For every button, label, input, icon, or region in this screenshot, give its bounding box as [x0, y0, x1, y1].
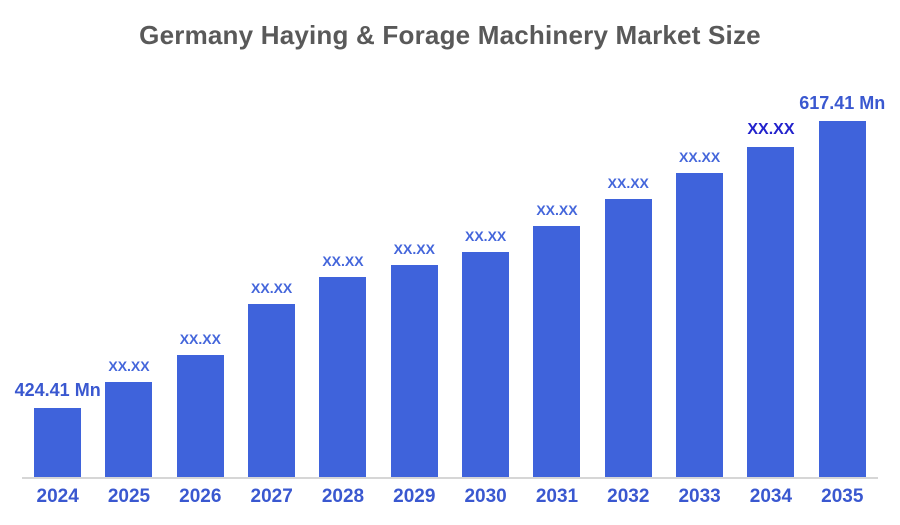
- bar-2030: [462, 252, 510, 477]
- x-label-2029: 2029: [393, 486, 436, 507]
- bar-2028: [319, 277, 367, 477]
- value-label-2030: XX.XX: [465, 227, 507, 244]
- bar-column-2035: 617.41 Mn: [799, 93, 885, 477]
- value-label-2034: XX.XX: [747, 121, 795, 139]
- bar-column-2024: 424.41 Mn: [15, 380, 101, 477]
- bar-2027: [248, 304, 296, 477]
- value-label-2026: XX.XX: [179, 330, 221, 347]
- x-axis-labels: 2024 2025 2026 2027 2028 2029 2030 2031 2032 2033…: [22, 486, 878, 508]
- plot-area: 424.41 Mn XX.XX XX.XX XX.XX XX.XX XX.XX XX.XX X…: [15, 85, 885, 479]
- value-label-2029: XX.XX: [393, 240, 435, 257]
- bar-column-2027: XX.XX: [236, 279, 307, 477]
- x-label-2033: 2033: [678, 486, 721, 507]
- bar-column-2029: XX.XX: [379, 240, 450, 477]
- bar-2026: [176, 355, 224, 477]
- value-label-2027: XX.XX: [251, 279, 293, 296]
- bar-column-2033: XX.XX: [664, 148, 735, 477]
- bar-column-2025: XX.XX: [93, 357, 164, 477]
- bar-column-2031: XX.XX: [521, 201, 592, 477]
- chart-title: Germany Haying & Forage Machinery Market…: [139, 20, 761, 50]
- x-label-2028: 2028: [321, 486, 365, 507]
- value-label-2032: XX.XX: [607, 174, 649, 191]
- bar-column-2026: XX.XX: [165, 330, 236, 477]
- x-label-2030: 2030: [464, 486, 507, 507]
- value-label-2033: XX.XX: [678, 148, 721, 165]
- value-label-2028: XX.XX: [322, 252, 364, 269]
- bar-2031: [533, 226, 581, 477]
- x-label-2025: 2025: [107, 486, 151, 507]
- x-label-2027: 2027: [250, 486, 293, 507]
- x-label-2024: 2024: [36, 486, 79, 507]
- x-label-2034: 2034: [749, 486, 793, 507]
- bar-column-2032: XX.XX: [593, 174, 664, 477]
- value-label-2031: XX.XX: [536, 201, 578, 218]
- value-label-2035: 617.41 Mn: [799, 93, 886, 114]
- bar-column-2030: XX.XX: [450, 227, 521, 477]
- bar-column-2028: XX.XX: [307, 252, 378, 477]
- bar-2032: [604, 199, 652, 477]
- x-label-2035: 2035: [821, 486, 864, 507]
- bar-column-2034: XX.XX: [735, 121, 806, 477]
- bar-2035: [818, 121, 866, 477]
- bar-2034: [747, 147, 795, 477]
- bar-2025: [105, 382, 153, 477]
- x-label-2026: 2026: [179, 486, 222, 507]
- bar-2033: [676, 173, 724, 477]
- bar-2029: [390, 265, 438, 477]
- bar-2024: [34, 408, 82, 477]
- x-label-2032: 2032: [607, 486, 650, 507]
- value-label-2024: 424.41 Mn: [14, 380, 101, 401]
- x-label-2031: 2031: [535, 486, 579, 507]
- value-label-2025: XX.XX: [108, 357, 150, 374]
